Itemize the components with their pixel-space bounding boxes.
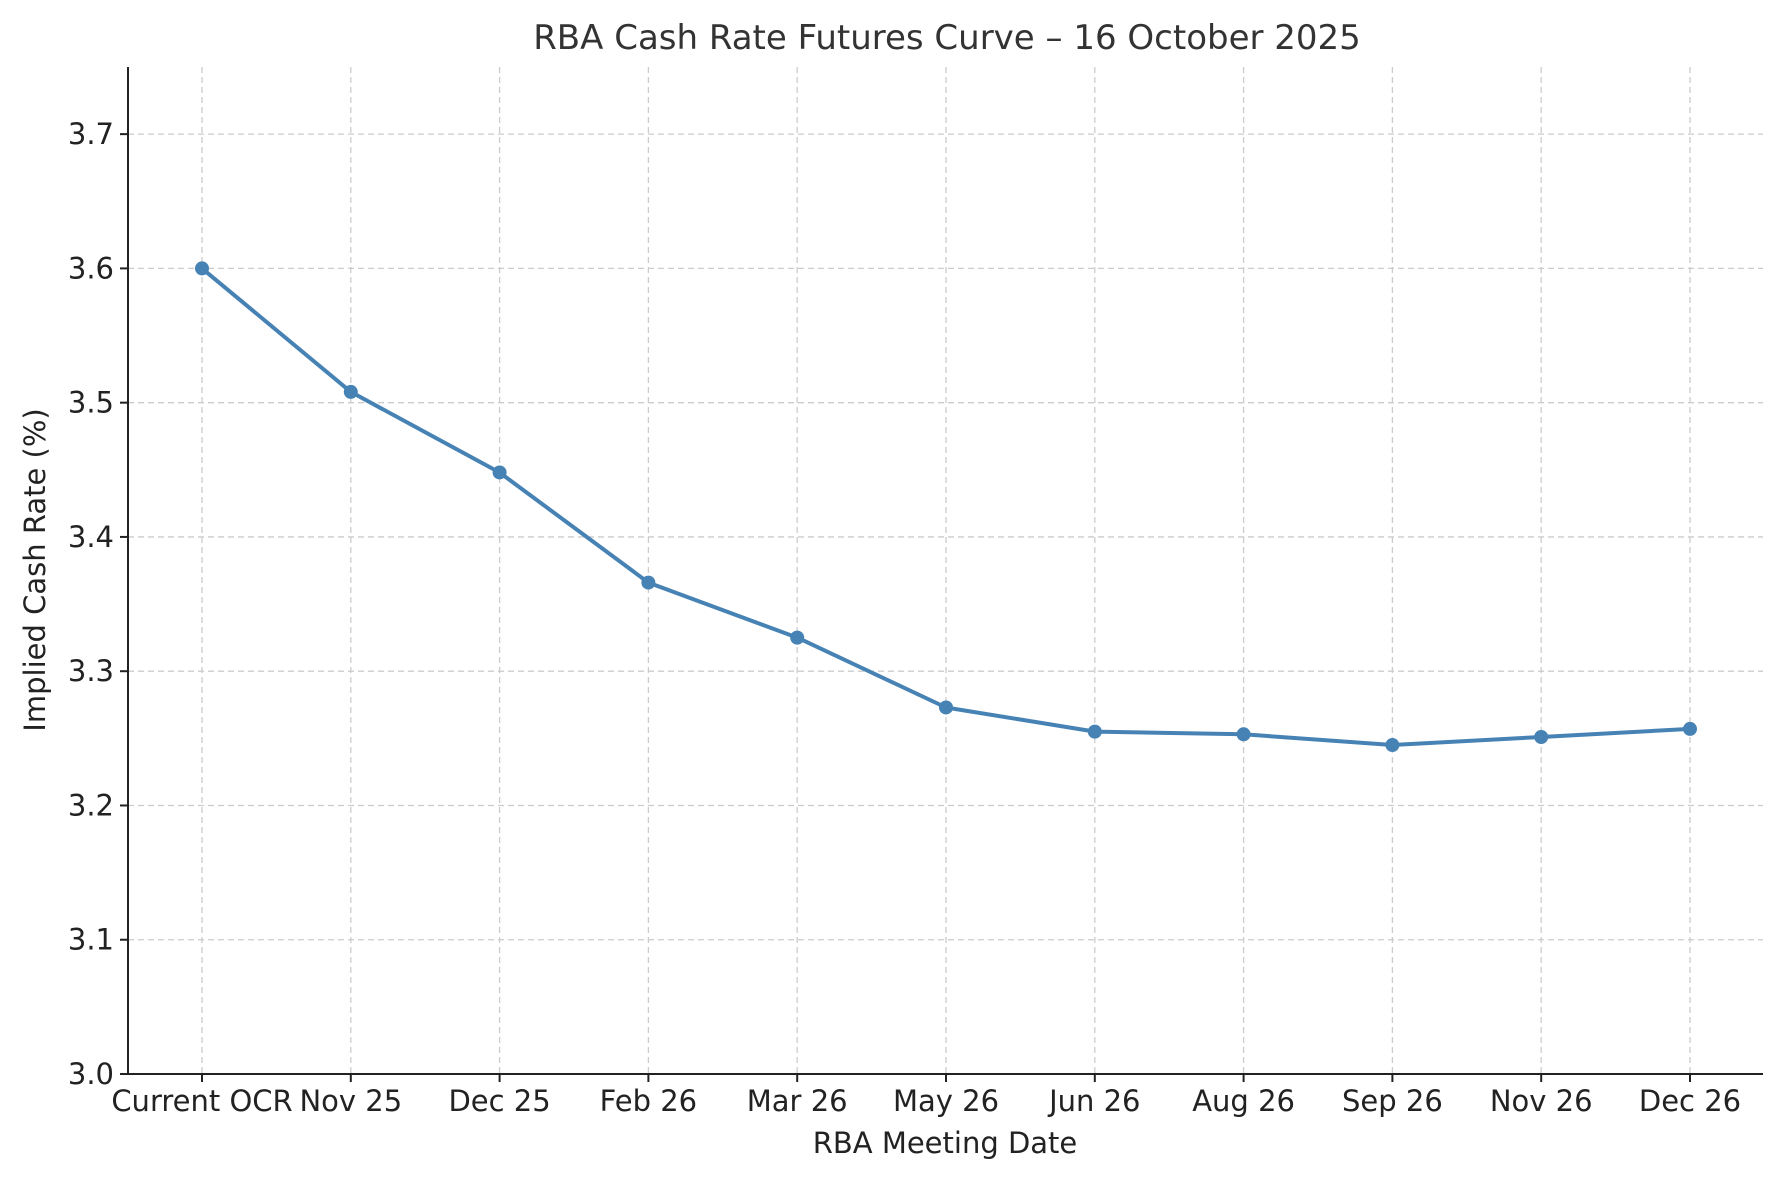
y-tick-label: 3.1 <box>68 923 114 957</box>
data-point <box>641 575 656 590</box>
x-tick-label: May 26 <box>893 1084 999 1118</box>
x-tick-label: Aug 26 <box>1192 1084 1295 1118</box>
data-point <box>1683 721 1697 736</box>
data-point <box>492 465 507 480</box>
x-tick-label: Nov 26 <box>1490 1084 1593 1118</box>
data-point <box>343 384 358 399</box>
data-point <box>1534 729 1549 744</box>
x-ticks: Current OCR Nov 25 Dec 25 Feb 26 Mar 26 May 2… <box>111 1074 1741 1118</box>
y-tick-label: 3.4 <box>68 520 114 554</box>
data-point <box>195 261 209 276</box>
x-tick-label: Sep 26 <box>1342 1084 1443 1118</box>
y-tick-label: 3.7 <box>68 117 114 151</box>
y-ticks: 3.0 3.1 3.2 3.3 3.4 3.5 3.6 3.7 <box>68 117 128 1091</box>
y-tick-label: 3.6 <box>68 251 114 285</box>
y-tick-label: 3.3 <box>68 654 114 688</box>
x-tick-label: Feb 26 <box>600 1084 697 1118</box>
data-point <box>1087 724 1102 739</box>
x-tick-label: Jun 26 <box>1047 1084 1140 1118</box>
y-tick-label: 3.5 <box>68 386 114 420</box>
x-tick-label: Dec 25 <box>448 1084 550 1118</box>
data-point <box>1236 727 1251 742</box>
series-group <box>195 261 1697 753</box>
data-point <box>1385 738 1400 753</box>
x-tick-label: Mar 26 <box>747 1084 848 1118</box>
grid <box>128 67 1763 1074</box>
x-tick-label: Nov 25 <box>299 1084 402 1118</box>
data-point <box>939 700 953 715</box>
x-tick-label: Dec 26 <box>1639 1084 1741 1118</box>
chart-title: RBA Cash Rate Futures Curve – 16 October… <box>533 18 1361 58</box>
x-tick-label: Current OCR <box>111 1084 292 1118</box>
x-axis-label: RBA Meeting Date <box>813 1126 1078 1160</box>
y-axis-label: Implied Cash Rate (%) <box>18 408 52 731</box>
data-point <box>790 630 805 645</box>
y-tick-label: 3.0 <box>68 1057 114 1091</box>
y-tick-label: 3.2 <box>68 788 114 822</box>
